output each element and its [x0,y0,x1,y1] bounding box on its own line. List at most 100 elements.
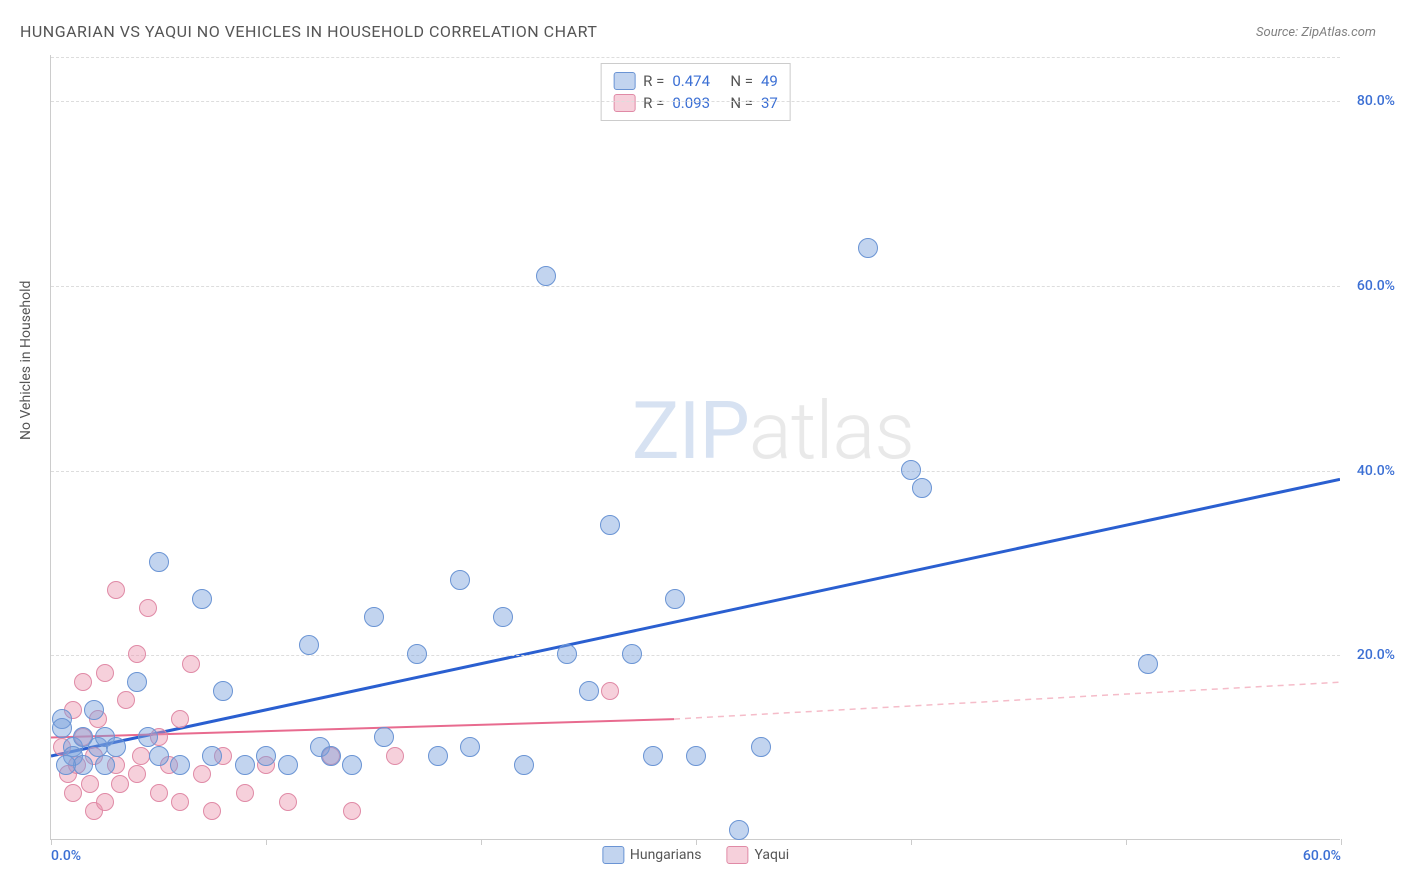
r-label: R = [643,94,664,112]
scatter-point-hungarians [643,746,663,766]
x-tick [266,839,267,845]
scatter-point-yaqui [171,793,189,811]
gridline [51,471,1340,472]
scatter-point-yaqui [203,802,221,820]
scatter-point-yaqui [171,710,189,728]
scatter-point-hungarians [858,238,878,258]
scatter-point-hungarians [665,589,685,609]
r-value-yaqui: 0.093 [672,94,722,112]
x-tick [1341,839,1342,845]
scatter-point-hungarians [213,681,233,701]
scatter-point-yaqui [117,691,135,709]
scatter-point-hungarians [407,644,427,664]
scatter-point-hungarians [622,644,642,664]
legend-label-hungarians: Hungarians [630,847,702,863]
scatter-point-hungarians [127,672,147,692]
x-tick [51,839,52,845]
scatter-point-hungarians [450,570,470,590]
scatter-point-yaqui [128,645,146,663]
x-tick-label: 60.0% [1303,848,1341,864]
legend-item-hungarians: Hungarians [602,846,702,864]
swatch-yaqui-icon [727,846,749,864]
scatter-point-hungarians [342,755,362,775]
scatter-point-hungarians [170,755,190,775]
n-label: N = [730,72,753,90]
scatter-point-yaqui [150,784,168,802]
scatter-point-hungarians [95,755,115,775]
scatter-point-hungarians [299,635,319,655]
y-tick-label: 60.0% [1357,278,1395,294]
scatter-point-hungarians [321,746,341,766]
legend-label-yaqui: Yaqui [755,847,790,863]
scatter-point-yaqui [601,682,619,700]
scatter-point-yaqui [279,793,297,811]
scatter-point-hungarians [364,607,384,627]
scatter-point-hungarians [901,460,921,480]
scatter-point-hungarians [138,727,158,747]
scatter-point-hungarians [912,478,932,498]
scatter-point-hungarians [751,737,771,757]
gridline [51,101,1340,102]
scatter-point-hungarians [1138,654,1158,674]
gridline [51,286,1340,287]
watermark: ZIPatlas [632,384,914,478]
scatter-point-hungarians [579,681,599,701]
y-tick-label: 40.0% [1357,463,1395,479]
legend-item-yaqui: Yaqui [727,846,790,864]
watermark-zip: ZIP [632,384,749,478]
scatter-point-hungarians [514,755,534,775]
x-tick [481,839,482,845]
n-value-hungarians: 49 [761,72,778,90]
y-tick-label: 20.0% [1357,647,1395,663]
x-tick-label: 0.0% [51,848,81,864]
scatter-point-hungarians [52,718,72,738]
scatter-point-hungarians [686,746,706,766]
scatter-point-hungarians [428,746,448,766]
scatter-point-yaqui [81,775,99,793]
scatter-point-hungarians [149,746,169,766]
correlation-legend: R = 0.474 N = 49 R = 0.093 N = 37 [600,63,791,121]
chart-plot-area: ZIPatlas R = 0.474 N = 49 R = 0.093 N = … [50,55,1340,840]
chart-title: HUNGARIAN VS YAQUI NO VEHICLES IN HOUSEH… [20,22,597,41]
r-label: R = [643,72,664,90]
scatter-point-hungarians [374,727,394,747]
r-value-hungarians: 0.474 [672,72,722,90]
scatter-point-yaqui [128,765,146,783]
x-tick [1126,839,1127,845]
scatter-point-hungarians [278,755,298,775]
scatter-point-hungarians [149,552,169,572]
y-tick-label: 80.0% [1357,93,1395,109]
source-attribution: Source: ZipAtlas.com [1256,25,1376,40]
scatter-point-yaqui [111,775,129,793]
scatter-point-hungarians [106,737,126,757]
swatch-yaqui [613,94,635,112]
swatch-hungarians [613,72,635,90]
scatter-point-yaqui [74,673,92,691]
scatter-point-yaqui [64,784,82,802]
scatter-point-hungarians [256,746,276,766]
swatch-hungarians-icon [602,846,624,864]
n-value-yaqui: 37 [761,94,778,112]
scatter-point-hungarians [73,755,93,775]
scatter-point-hungarians [493,607,513,627]
watermark-atlas: atlas [749,384,914,478]
scatter-point-hungarians [460,737,480,757]
y-axis-label: No Vehicles in Household [18,281,34,440]
scatter-point-yaqui [182,655,200,673]
scatter-point-yaqui [193,765,211,783]
scatter-point-yaqui [96,664,114,682]
scatter-point-yaqui [139,599,157,617]
trendlines-layer [51,55,1340,839]
scatter-point-yaqui [343,802,361,820]
series-legend: Hungarians Yaqui [602,846,789,864]
scatter-point-yaqui [236,784,254,802]
scatter-point-hungarians [56,755,76,775]
scatter-point-hungarians [192,589,212,609]
scatter-point-yaqui [107,581,125,599]
gridline [51,57,1340,58]
scatter-point-hungarians [557,644,577,664]
scatter-point-hungarians [202,746,222,766]
scatter-point-yaqui [96,793,114,811]
scatter-point-hungarians [600,515,620,535]
scatter-point-yaqui [386,747,404,765]
